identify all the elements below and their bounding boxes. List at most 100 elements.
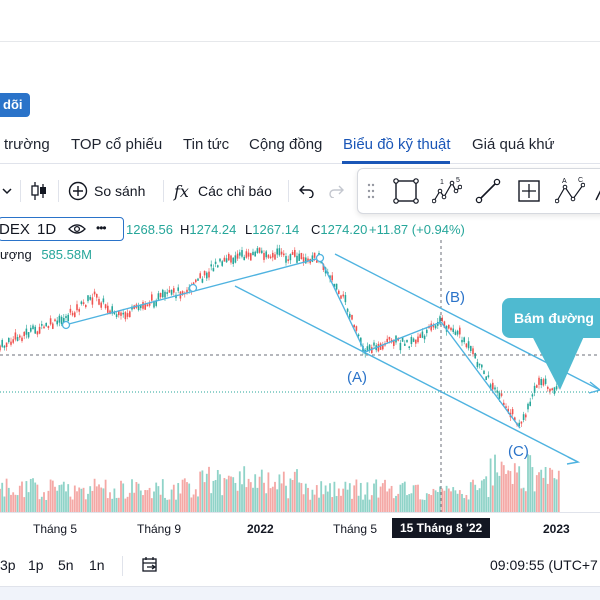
candle-body xyxy=(322,263,325,270)
candle-body xyxy=(254,251,256,257)
candle-body xyxy=(129,311,131,318)
volume-bar xyxy=(483,479,485,512)
abc-pattern-leg-4 xyxy=(440,321,521,429)
volume-bar xyxy=(535,475,538,512)
nav-item-technical-chart[interactable]: Biểu đồ kỹ thuật xyxy=(343,136,451,153)
volume-bar xyxy=(111,498,114,512)
candle-body xyxy=(357,334,360,337)
candle-body xyxy=(388,336,391,340)
candle-body xyxy=(250,253,252,261)
volume-bar xyxy=(7,487,10,512)
candle-body xyxy=(296,255,298,263)
candle-body xyxy=(219,258,221,262)
chart-legend: DEX 1D ••• 1268.56 H1274.24 L1267.14 C12… xyxy=(0,217,600,243)
nav-item-top-stocks[interactable]: TOP cổ phiếu xyxy=(71,136,163,153)
candle-body xyxy=(487,375,490,378)
redo-icon[interactable] xyxy=(328,172,344,210)
nav-item-price-history[interactable]: Giá quá khứ xyxy=(472,136,555,153)
volume-bar xyxy=(348,483,351,512)
candle-body xyxy=(439,316,441,324)
candle-body xyxy=(360,337,362,345)
candle-body xyxy=(307,258,309,262)
volume-bar xyxy=(414,484,417,512)
drawing-toolbar: 1 5 A C xyxy=(357,168,600,214)
volume-bar xyxy=(175,499,177,512)
more-options-icon[interactable]: ••• xyxy=(96,221,107,235)
nav-item-news[interactable]: Tin tức xyxy=(183,136,230,153)
rectangle-icon[interactable] xyxy=(391,176,421,206)
chevron-down-icon[interactable] xyxy=(2,172,12,210)
timeframe-1p[interactable]: 1p xyxy=(28,557,44,573)
crosshair-box-icon[interactable] xyxy=(514,176,544,206)
volume-bar xyxy=(43,492,45,512)
wave-label-5: 5 xyxy=(456,177,460,184)
volume-bar xyxy=(344,481,347,512)
volume-bar xyxy=(300,483,303,512)
trend-line-icon[interactable] xyxy=(473,176,503,206)
volume-bar xyxy=(496,472,499,512)
volume-bar xyxy=(485,476,488,512)
indicators-button[interactable]: fx Các chỉ báo xyxy=(174,172,272,210)
candle-body xyxy=(3,345,6,348)
high-value-row: H1274.24 xyxy=(180,222,236,237)
interval-label[interactable]: 1D xyxy=(37,221,57,238)
volume-bar xyxy=(359,482,362,512)
volume-bar xyxy=(5,478,8,512)
follow-button[interactable]: dõi xyxy=(0,93,30,117)
volume-bars xyxy=(0,454,560,512)
drag-handle-icon[interactable] xyxy=(360,176,382,206)
candle-body xyxy=(371,347,373,354)
volume-bar xyxy=(89,486,92,512)
channel-upper-arrow xyxy=(588,381,600,394)
toolbar-divider xyxy=(58,180,59,202)
volume-bar xyxy=(527,454,529,512)
candle-body xyxy=(199,273,201,279)
timeframe-5n[interactable]: 5n xyxy=(58,557,74,573)
undo-icon[interactable] xyxy=(299,172,315,210)
candle-body xyxy=(93,291,96,295)
close-value-row: C1274.20 xyxy=(311,222,367,237)
volume-bar xyxy=(168,499,171,512)
candle-body xyxy=(540,379,542,386)
wave-c-label: (C) xyxy=(508,443,529,460)
volume-bar xyxy=(238,471,241,512)
volume-bar xyxy=(353,485,356,512)
candle-body xyxy=(52,323,54,329)
price-chart[interactable]: (A) (B) (C) xyxy=(0,230,600,512)
candlestick-icon[interactable] xyxy=(30,172,48,210)
timeframe-3p[interactable]: 3p xyxy=(0,557,16,573)
nav-item-community[interactable]: Cộng đồng xyxy=(249,136,323,153)
volume-bar xyxy=(410,493,413,512)
nav-item-market[interactable]: trường xyxy=(4,136,50,153)
volume-bar xyxy=(377,497,380,512)
candle-body xyxy=(210,264,212,267)
volume-bar xyxy=(408,494,411,512)
candle-body xyxy=(67,314,69,322)
candle-body xyxy=(104,304,107,309)
candle-body xyxy=(522,414,525,421)
crosshair-date-label: 15 Tháng 8 '22 xyxy=(392,518,491,538)
candle-body xyxy=(287,259,289,261)
date-range-icon[interactable] xyxy=(141,556,159,579)
volume-bar xyxy=(370,495,373,512)
volume-bar xyxy=(511,483,514,512)
candle-body xyxy=(443,321,446,328)
volume-bar xyxy=(546,483,549,512)
candle-body xyxy=(58,315,61,323)
elliott-wave-icon[interactable]: 1 5 xyxy=(432,176,462,206)
candle-body xyxy=(302,257,305,263)
volume-bar xyxy=(313,494,316,512)
candle-body xyxy=(263,252,265,260)
volume-bar xyxy=(461,493,463,512)
eye-icon[interactable] xyxy=(68,223,86,238)
candle-body xyxy=(283,253,285,256)
volume-bar xyxy=(467,499,470,512)
high-key: H xyxy=(180,222,190,237)
symbol-selector[interactable]: DEX 1D ••• xyxy=(0,217,124,241)
more-icon[interactable] xyxy=(594,176,600,206)
candle-body xyxy=(470,345,472,352)
volume-bar xyxy=(289,478,292,512)
abc-pattern-icon[interactable]: A C xyxy=(555,176,585,206)
timeframe-1n[interactable]: 1n xyxy=(89,557,105,573)
compare-button[interactable]: So sánh xyxy=(68,172,145,210)
